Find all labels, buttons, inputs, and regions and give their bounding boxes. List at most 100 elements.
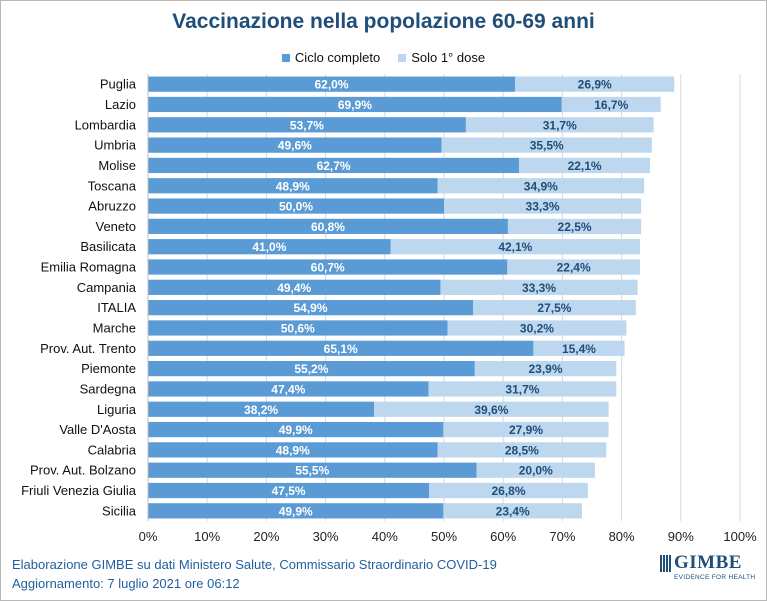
bar-ciclo-completo (148, 442, 438, 458)
data-label-solo-prima-dose: 42,1% (498, 240, 532, 254)
data-label-solo-prima-dose: 35,5% (530, 139, 564, 153)
data-label-ciclo-completo: 38,2% (244, 403, 278, 417)
x-tick-label: 90% (668, 529, 694, 544)
data-label-ciclo-completo: 50,6% (281, 321, 315, 335)
legend-item-ciclo-completo: Ciclo completo (281, 50, 381, 65)
data-label-ciclo-completo: 48,9% (276, 179, 310, 193)
bar-solo-prima-dose (515, 76, 675, 92)
data-label-ciclo-completo: 49,4% (277, 281, 311, 295)
legend-label-ciclo-completo: Ciclo completo (294, 50, 381, 65)
bar-ciclo-completo (148, 300, 474, 316)
bar-ciclo-completo (148, 76, 516, 92)
category-label: ITALIA (97, 300, 136, 315)
data-label-solo-prima-dose: 34,9% (524, 179, 558, 193)
category-label: Abruzzo (88, 199, 136, 214)
bar-solo-prima-dose (428, 381, 617, 397)
bar-ciclo-completo (148, 340, 534, 356)
category-label: Campania (77, 280, 137, 295)
category-label: Valle D'Aosta (59, 422, 136, 437)
legend-swatch-ciclo-completo (281, 53, 290, 62)
data-label-ciclo-completo: 69,9% (338, 98, 372, 112)
bar-solo-prima-dose (533, 340, 625, 356)
category-label: Puglia (100, 77, 137, 92)
legend-swatch-solo-prima-dose (398, 53, 407, 62)
bar-solo-prima-dose (444, 198, 642, 214)
bar-ciclo-completo (148, 462, 477, 478)
bar-solo-prima-dose (465, 117, 654, 133)
gimbe-logo-mark-icon (660, 555, 671, 572)
data-label-ciclo-completo: 62,7% (317, 159, 351, 173)
bar-ciclo-completo (148, 117, 466, 133)
data-label-solo-prima-dose: 23,4% (496, 504, 530, 518)
category-label: Marche (93, 320, 136, 335)
category-label: Liguria (97, 402, 137, 417)
bar-ciclo-completo (148, 96, 562, 113)
data-label-solo-prima-dose: 22,5% (558, 220, 592, 234)
category-label: Prov. Aut. Trento (40, 341, 136, 356)
data-label-ciclo-completo: 54,9% (293, 301, 327, 315)
bar-ciclo-completo (148, 482, 430, 499)
category-label: Prov. Aut. Bolzano (30, 463, 136, 478)
chart-legend: Ciclo completo Solo 1° dose (0, 50, 767, 65)
category-label: Basilicata (80, 239, 136, 254)
category-label: Calabria (88, 442, 137, 457)
x-tick-label: 10% (194, 529, 220, 544)
bar-solo-prima-dose (519, 157, 651, 174)
data-label-solo-prima-dose: 31,7% (543, 118, 577, 132)
gimbe-logo-name: GIMBE (674, 552, 742, 573)
category-label: Lombardia (75, 117, 137, 132)
data-label-ciclo-completo: 50,0% (279, 200, 313, 214)
bar-solo-prima-dose (429, 482, 588, 499)
data-label-ciclo-completo: 53,7% (290, 118, 324, 132)
x-tick-label: 70% (549, 529, 575, 544)
data-label-solo-prima-dose: 23,9% (529, 362, 563, 376)
category-label: Friuli Venezia Giulia (21, 483, 137, 498)
bar-solo-prima-dose (437, 178, 645, 194)
x-tick-label: 20% (253, 529, 279, 544)
bar-ciclo-completo (148, 137, 442, 153)
bar-solo-prima-dose (441, 137, 652, 153)
data-label-solo-prima-dose: 30,2% (520, 321, 554, 335)
data-label-ciclo-completo: 49,9% (279, 423, 313, 437)
data-label-solo-prima-dose: 31,7% (505, 382, 539, 396)
bar-solo-prima-dose (443, 503, 582, 519)
bar-solo-prima-dose (443, 421, 609, 438)
data-label-solo-prima-dose: 33,3% (522, 281, 556, 295)
bar-ciclo-completo (148, 259, 508, 275)
bar-ciclo-completo (148, 401, 375, 417)
category-label: Piemonte (81, 361, 136, 376)
footer-source: Elaborazione GIMBE su dati Ministero Sal… (12, 557, 497, 572)
legend-label-solo-prima-dose: Solo 1° dose (411, 50, 486, 65)
data-label-solo-prima-dose: 16,7% (594, 98, 628, 112)
chart-title: Vaccinazione nella popolazione 60-69 ann… (172, 10, 595, 33)
data-label-ciclo-completo: 60,7% (311, 261, 345, 275)
data-label-solo-prima-dose: 39,6% (474, 403, 508, 417)
bar-ciclo-completo (148, 503, 444, 519)
x-tick-label: 50% (431, 529, 457, 544)
data-label-solo-prima-dose: 26,9% (578, 78, 612, 92)
category-label: Lazio (105, 97, 136, 112)
data-label-solo-prima-dose: 15,4% (562, 342, 596, 356)
bar-ciclo-completo (148, 178, 438, 194)
data-label-ciclo-completo: 41,0% (252, 240, 286, 254)
bar-solo-prima-dose (561, 96, 661, 113)
bar-ciclo-completo (148, 279, 441, 295)
data-label-solo-prima-dose: 27,9% (509, 423, 543, 437)
data-label-solo-prima-dose: 26,8% (492, 484, 526, 498)
data-label-ciclo-completo: 47,4% (271, 382, 305, 396)
category-label: Sardegna (80, 381, 137, 396)
bar-ciclo-completo (148, 239, 391, 255)
bar-solo-prima-dose (374, 401, 609, 417)
gimbe-logo: GIMBE EVIDENCE FOR HEALTH (660, 552, 756, 584)
bar-ciclo-completo (148, 320, 448, 336)
bar-ciclo-completo (148, 381, 429, 397)
category-label: Emilia Romagna (41, 260, 137, 275)
data-label-solo-prima-dose: 22,4% (557, 261, 591, 275)
bar-solo-prima-dose (473, 300, 636, 316)
data-label-ciclo-completo: 49,9% (279, 504, 313, 518)
category-label: Veneto (96, 219, 137, 234)
data-label-ciclo-completo: 60,8% (311, 220, 345, 234)
category-label: Toscana (88, 178, 137, 193)
bar-solo-prima-dose (476, 462, 595, 478)
data-label-solo-prima-dose: 22,1% (568, 159, 602, 173)
